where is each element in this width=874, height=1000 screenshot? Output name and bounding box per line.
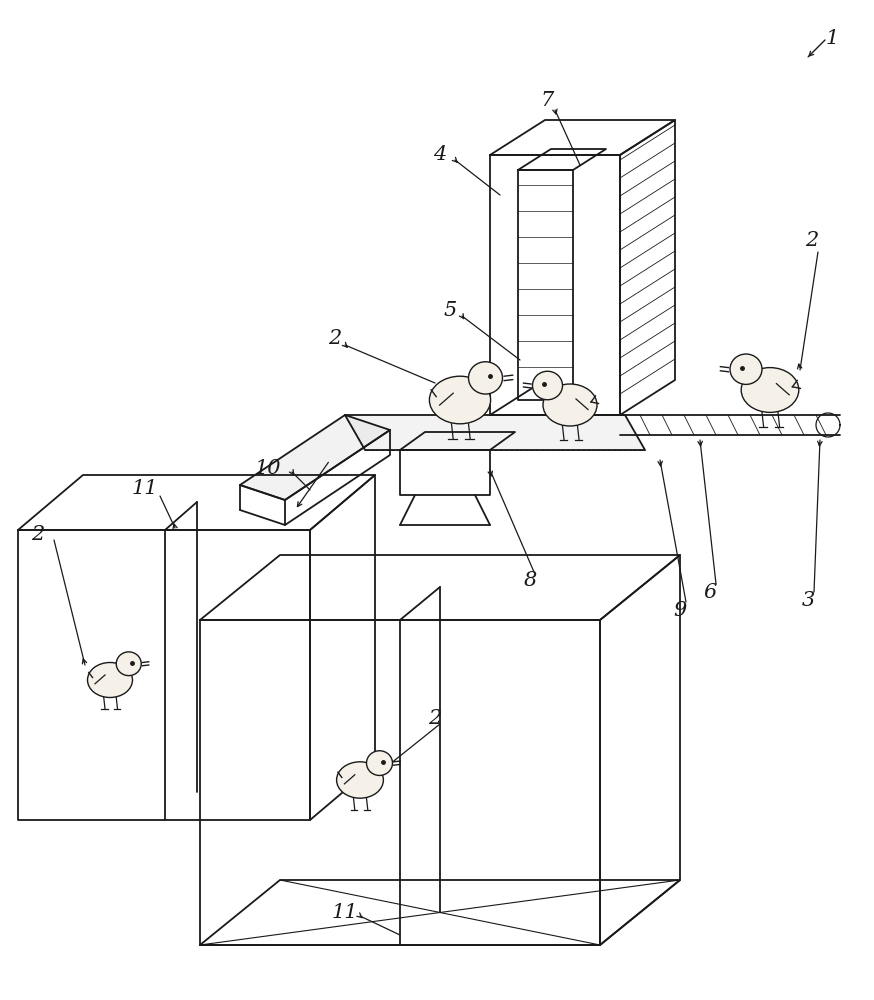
Ellipse shape bbox=[468, 362, 503, 394]
Ellipse shape bbox=[730, 354, 762, 384]
Text: 3: 3 bbox=[801, 590, 815, 609]
Text: 11: 11 bbox=[332, 902, 358, 922]
Text: 2: 2 bbox=[428, 708, 441, 728]
Text: 2: 2 bbox=[31, 526, 45, 544]
Ellipse shape bbox=[87, 662, 133, 698]
Ellipse shape bbox=[336, 762, 384, 798]
Text: 2: 2 bbox=[329, 328, 342, 348]
Text: 2: 2 bbox=[805, 231, 819, 249]
Text: 11: 11 bbox=[132, 479, 158, 497]
Polygon shape bbox=[345, 415, 645, 450]
Polygon shape bbox=[240, 415, 390, 500]
Text: 10: 10 bbox=[254, 458, 281, 478]
Ellipse shape bbox=[543, 384, 597, 426]
Ellipse shape bbox=[429, 376, 490, 424]
Text: 5: 5 bbox=[443, 300, 456, 320]
Ellipse shape bbox=[116, 652, 142, 676]
Text: 4: 4 bbox=[434, 145, 447, 164]
Text: 8: 8 bbox=[524, 570, 537, 589]
Text: 9: 9 bbox=[673, 600, 687, 619]
Text: 7: 7 bbox=[540, 91, 553, 109]
Text: 1: 1 bbox=[825, 28, 839, 47]
Ellipse shape bbox=[741, 368, 799, 412]
Text: 6: 6 bbox=[704, 582, 717, 601]
Ellipse shape bbox=[366, 751, 392, 775]
Ellipse shape bbox=[532, 371, 563, 400]
